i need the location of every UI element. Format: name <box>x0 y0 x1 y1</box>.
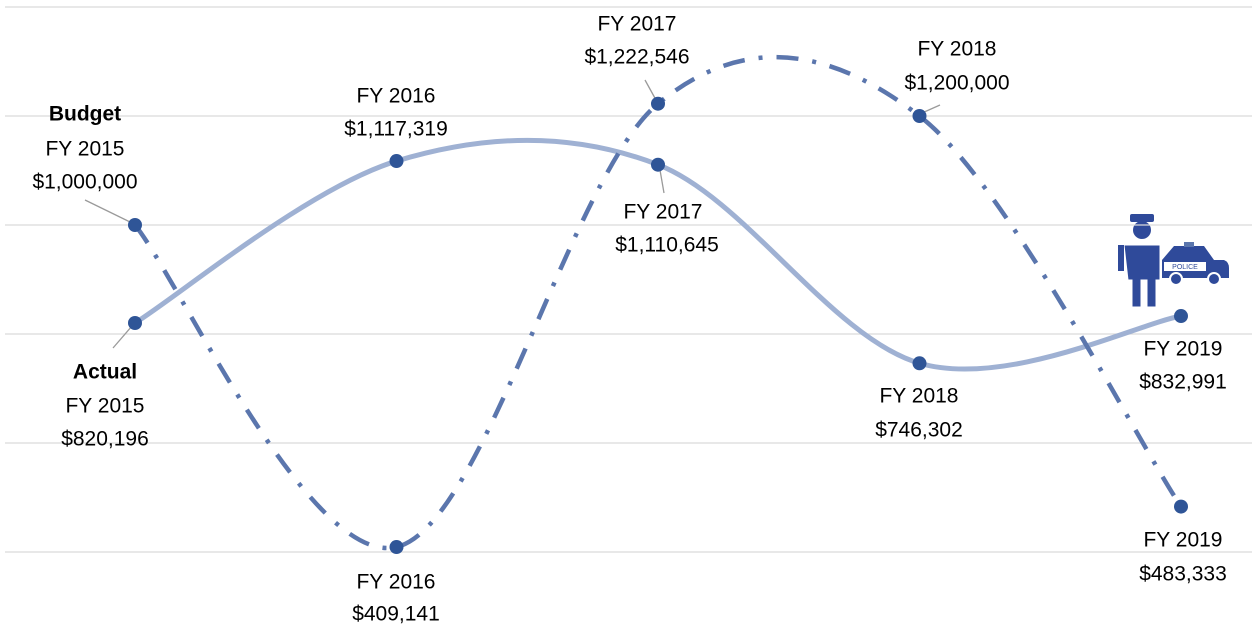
data-point <box>1174 499 1188 514</box>
point-category: FY 2015 <box>45 138 124 161</box>
point-value: $1,000,000 <box>32 171 137 194</box>
series-line <box>133 54 1183 551</box>
point-value: $1,110,645 <box>615 234 719 257</box>
data-point <box>128 218 142 232</box>
point-value: $746,302 <box>875 419 963 442</box>
point-value: $1,222,546 <box>584 46 689 69</box>
data-point <box>389 540 404 555</box>
point-category: FY 2016 <box>356 571 435 594</box>
point-value: $1,200,000 <box>904 72 1009 95</box>
point-category: FY 2015 <box>65 395 144 418</box>
series-name: Actual <box>73 361 137 384</box>
data-point <box>1174 309 1188 324</box>
point-value: $820,196 <box>61 428 149 451</box>
leader-line <box>644 79 657 101</box>
icon-text: POLICE <box>1172 264 1198 271</box>
point-category: FY 2018 <box>917 38 996 61</box>
data-point <box>128 315 142 330</box>
point-value: $483,333 <box>1139 563 1227 586</box>
point-category: FY 2019 <box>1143 529 1222 552</box>
data-point <box>389 154 404 169</box>
data-point <box>912 356 927 371</box>
point-category: FY 2016 <box>356 85 435 108</box>
leader-line <box>84 199 131 223</box>
leader-line <box>659 169 665 194</box>
point-category: FY 2019 <box>1143 338 1222 361</box>
data-point <box>651 96 665 111</box>
point-value: $409,141 <box>352 603 440 626</box>
leader-line <box>921 104 941 114</box>
series-name: Budget <box>49 103 121 126</box>
leader-line <box>112 325 133 349</box>
data-point <box>651 157 665 172</box>
point-category: FY 2017 <box>623 201 702 224</box>
point-category: FY 2018 <box>879 385 958 408</box>
point-category: FY 2017 <box>597 13 676 36</box>
point-value: $832,991 <box>1139 371 1227 394</box>
police-icon: POLICE <box>1118 214 1229 308</box>
point-value: $1,117,319 <box>344 118 448 141</box>
data-point <box>912 109 927 123</box>
